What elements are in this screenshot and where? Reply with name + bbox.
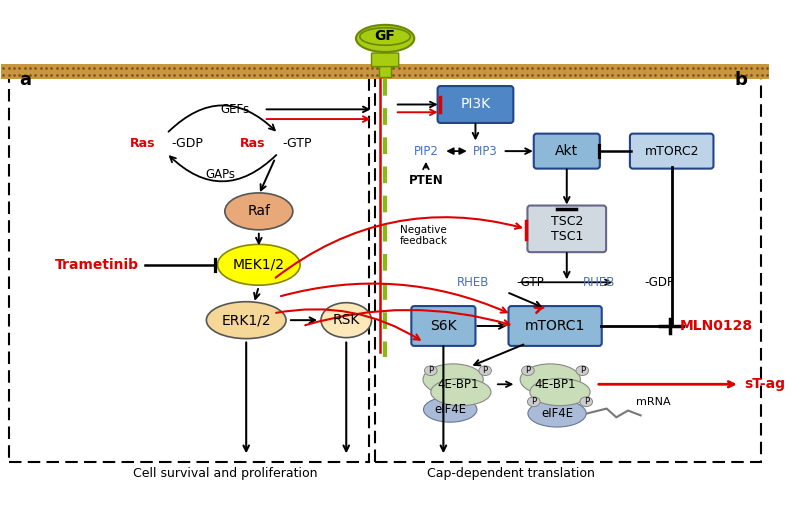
Ellipse shape — [530, 379, 590, 406]
Text: PI3K: PI3K — [461, 97, 491, 111]
Ellipse shape — [225, 193, 293, 230]
Text: PIP3: PIP3 — [472, 145, 498, 158]
Text: Negative
feedback: Negative feedback — [400, 225, 448, 247]
Text: P: P — [584, 397, 589, 406]
Text: eIF4E: eIF4E — [435, 403, 466, 416]
Text: -GTP: -GTP — [516, 276, 544, 289]
Text: RHEB: RHEB — [457, 276, 489, 289]
Text: GF: GF — [374, 29, 396, 43]
Text: GEFs: GEFs — [220, 103, 249, 116]
Text: Ras: Ras — [130, 137, 155, 150]
FancyBboxPatch shape — [371, 53, 399, 66]
FancyBboxPatch shape — [438, 86, 514, 123]
Ellipse shape — [576, 366, 589, 375]
Text: Cell survival and proliferation: Cell survival and proliferation — [133, 467, 317, 480]
Ellipse shape — [217, 245, 300, 285]
Ellipse shape — [520, 364, 581, 395]
Text: Ras: Ras — [240, 137, 265, 150]
FancyBboxPatch shape — [528, 205, 606, 252]
Ellipse shape — [580, 397, 592, 407]
Text: PIP2: PIP2 — [413, 145, 438, 158]
Text: P: P — [483, 366, 487, 375]
Text: P: P — [580, 366, 585, 375]
Text: -GDP: -GDP — [171, 137, 203, 150]
Ellipse shape — [528, 400, 586, 427]
Text: 4E-BP1: 4E-BP1 — [437, 378, 479, 391]
Text: 4E-BP1: 4E-BP1 — [534, 378, 576, 391]
Text: MEK1/2: MEK1/2 — [233, 258, 285, 272]
Text: mRNA: mRNA — [636, 397, 671, 407]
Ellipse shape — [431, 379, 491, 406]
Text: PTEN: PTEN — [408, 174, 443, 187]
Text: RSK: RSK — [333, 313, 360, 327]
FancyBboxPatch shape — [534, 133, 600, 168]
Text: Akt: Akt — [555, 144, 578, 158]
Text: Raf: Raf — [247, 204, 270, 218]
Text: -GDP: -GDP — [645, 276, 675, 289]
Text: TSC1: TSC1 — [551, 230, 583, 243]
Text: P: P — [428, 366, 434, 375]
Text: P: P — [525, 366, 530, 375]
Ellipse shape — [521, 366, 534, 375]
Ellipse shape — [321, 303, 371, 338]
Text: -GTP: -GTP — [282, 137, 311, 150]
Text: Trametinib: Trametinib — [55, 258, 139, 272]
Text: Cap-dependent translation: Cap-dependent translation — [427, 467, 596, 480]
Text: a: a — [19, 71, 31, 89]
Bar — [2, 64, 769, 79]
Ellipse shape — [423, 364, 483, 395]
Ellipse shape — [479, 366, 491, 375]
Text: ERK1/2: ERK1/2 — [221, 313, 271, 327]
Text: mTORC1: mTORC1 — [525, 319, 585, 333]
Ellipse shape — [206, 302, 286, 339]
Text: RHEB: RHEB — [583, 276, 615, 289]
Text: sT-ag: sT-ag — [744, 377, 785, 391]
Text: MLN0128: MLN0128 — [679, 319, 753, 333]
Text: eIF4E: eIF4E — [541, 407, 573, 420]
Ellipse shape — [528, 397, 540, 407]
FancyBboxPatch shape — [412, 306, 476, 346]
Ellipse shape — [356, 25, 414, 52]
Text: TSC2: TSC2 — [551, 215, 583, 228]
Text: mTORC2: mTORC2 — [645, 145, 699, 158]
Text: GAPs: GAPs — [205, 168, 235, 181]
FancyBboxPatch shape — [509, 306, 602, 346]
Text: S6K: S6K — [430, 319, 457, 333]
Bar — [379, 64, 391, 77]
Text: b: b — [735, 71, 747, 89]
Ellipse shape — [423, 397, 477, 422]
Text: P: P — [531, 397, 536, 406]
FancyBboxPatch shape — [630, 133, 713, 168]
Ellipse shape — [424, 366, 437, 375]
